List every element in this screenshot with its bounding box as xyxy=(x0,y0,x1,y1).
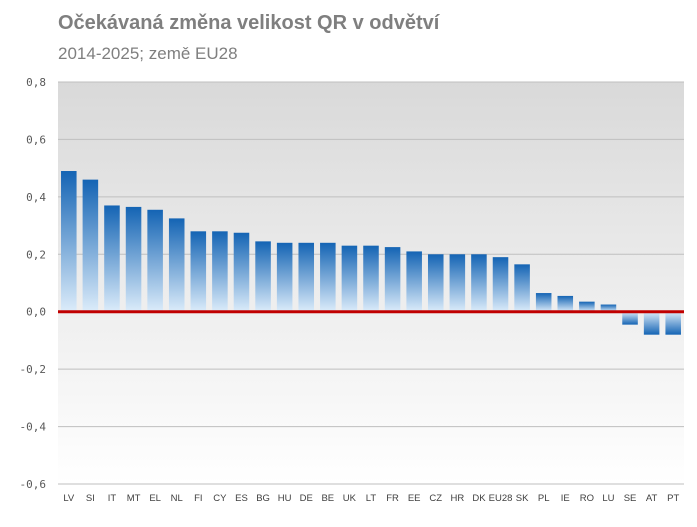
x-tick-label: SI xyxy=(86,493,95,504)
y-tick-label: 0,2 xyxy=(26,248,46,261)
x-tick-label: HR xyxy=(450,493,464,504)
bar-pt xyxy=(665,311,681,335)
bar-lt xyxy=(363,245,379,312)
bar-lu xyxy=(600,304,617,312)
x-tick-label: EL xyxy=(149,493,161,504)
bar-si xyxy=(82,179,99,312)
bar-lv xyxy=(61,171,77,312)
x-tick-label: BG xyxy=(256,493,270,504)
bar-ro xyxy=(579,301,595,312)
y-tick-label: -0,4 xyxy=(20,421,47,434)
x-tick-label: PL xyxy=(538,493,550,504)
y-tick-label: 0,0 xyxy=(26,306,46,319)
x-tick-label: NL xyxy=(171,493,183,504)
x-tick-label: SK xyxy=(516,493,529,504)
x-tick-label: HU xyxy=(278,493,292,504)
x-tick-label: RO xyxy=(580,493,594,504)
x-tick-label: IT xyxy=(108,493,117,504)
x-tick-label: ES xyxy=(235,493,248,504)
x-tick-label: MT xyxy=(127,493,141,504)
x-tick-label: LV xyxy=(63,493,75,504)
bar-hr xyxy=(449,254,466,312)
x-tick-label: BE xyxy=(321,493,334,504)
y-tick-label: -0,6 xyxy=(20,478,47,491)
bar-fr xyxy=(384,247,401,312)
y-tick-label: 0,6 xyxy=(26,133,46,146)
bar-ie xyxy=(557,295,574,312)
bar-dk xyxy=(471,254,487,312)
bar-es xyxy=(233,232,250,312)
bar-ee xyxy=(406,251,422,312)
bar-at xyxy=(643,311,660,335)
bar-hu xyxy=(276,242,293,312)
bar-fi xyxy=(190,231,207,312)
y-tick-label: -0,2 xyxy=(20,363,47,376)
x-tick-label: FI xyxy=(194,493,202,504)
y-tick-label: 0,4 xyxy=(26,191,46,204)
bar-el xyxy=(147,209,163,312)
x-tick-label: LT xyxy=(366,493,377,504)
x-tick-label: CZ xyxy=(429,493,442,504)
bar-de xyxy=(298,242,315,312)
bar-uk xyxy=(341,245,358,312)
bar-nl xyxy=(168,218,185,312)
bar-sk xyxy=(514,264,530,312)
x-tick-label: DE xyxy=(300,493,313,504)
x-tick-label: AT xyxy=(646,493,658,504)
bar-pl xyxy=(535,293,552,312)
bar-mt xyxy=(125,206,142,312)
x-tick-label: FR xyxy=(386,493,399,504)
chart-subtitle: 2014-2025; země EU28 xyxy=(58,44,238,63)
x-tick-label: IE xyxy=(561,493,570,504)
bar-cy xyxy=(212,231,228,312)
bar-cz xyxy=(427,254,444,312)
bar-se xyxy=(622,311,638,325)
bar-be xyxy=(320,242,336,312)
x-tick-label: LU xyxy=(602,493,614,504)
x-tick-label: PT xyxy=(667,493,679,504)
chart-title: Očekávaná změna velikost QR v odvětví xyxy=(58,12,440,34)
x-tick-label: EE xyxy=(408,493,421,504)
y-tick-label: 0,8 xyxy=(26,76,46,89)
x-tick-label: EU28 xyxy=(489,493,513,504)
bar-eu28 xyxy=(492,257,509,312)
x-tick-label: CY xyxy=(213,493,227,504)
x-tick-label: UK xyxy=(343,493,357,504)
x-tick-label: DK xyxy=(472,493,486,504)
bar-bg xyxy=(255,241,271,312)
x-tick-label: SE xyxy=(624,493,637,504)
bar-it xyxy=(104,205,120,312)
